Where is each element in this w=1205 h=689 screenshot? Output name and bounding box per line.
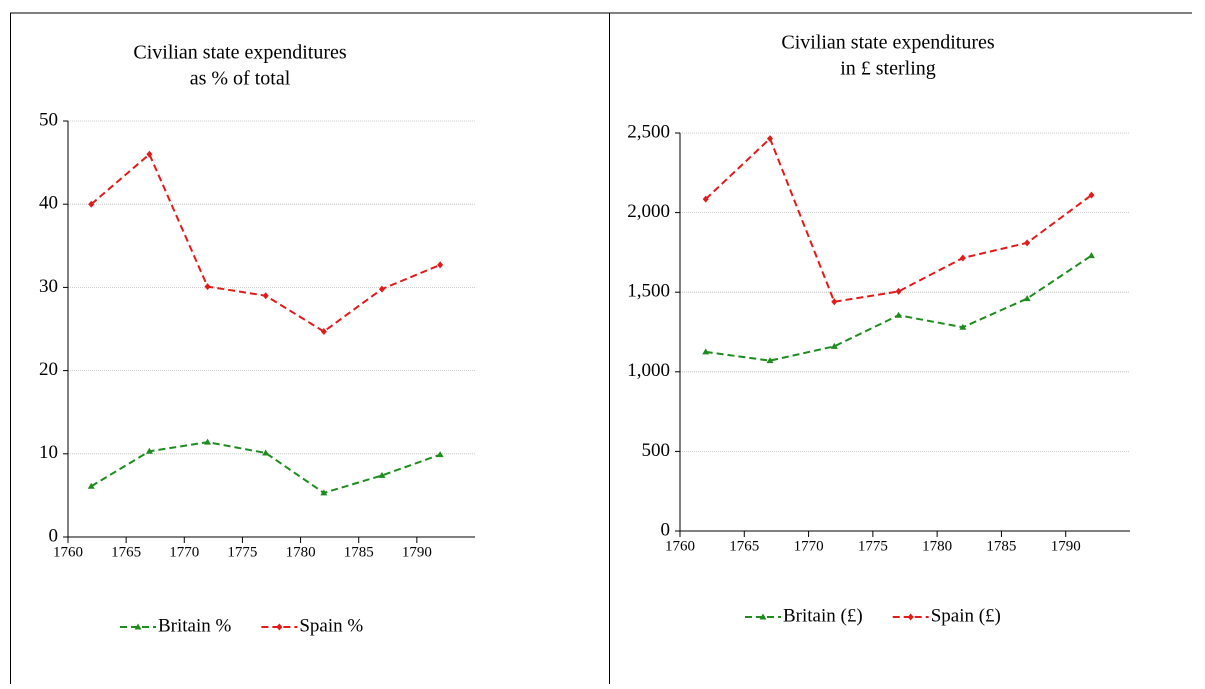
x-tick-label: 1780 [922, 538, 952, 554]
x-tick-label: 1785 [344, 544, 374, 560]
y-tick-label: 50 [39, 109, 58, 130]
x-tick-label: 1760 [53, 544, 83, 560]
x-tick-label: 1765 [111, 544, 141, 560]
x-tick-label: 1775 [858, 538, 888, 554]
x-tick-label: 1790 [402, 544, 432, 560]
marker [759, 613, 767, 620]
legend-label: Spain (£) [931, 605, 1001, 626]
series-line [90, 152, 441, 333]
marker [320, 327, 327, 335]
marker [1087, 252, 1095, 259]
marker [830, 342, 838, 349]
chart-title: as % of total [190, 68, 291, 90]
x-tick-label: 1760 [665, 538, 695, 554]
marker [831, 298, 838, 306]
marker [134, 623, 142, 630]
y-tick-label: 2,500 [627, 121, 670, 142]
chart-title: in £ sterling [840, 58, 936, 80]
marker [276, 623, 283, 631]
marker [378, 471, 386, 478]
series-line [705, 136, 1093, 303]
legend-label: Britain % [158, 615, 232, 636]
marker [702, 195, 709, 203]
y-tick-label: 1,000 [627, 360, 670, 381]
marker [702, 348, 710, 355]
x-tick-label: 1785 [986, 538, 1016, 554]
x-tick-label: 1780 [286, 544, 316, 560]
marker [146, 150, 153, 158]
y-tick-label: 20 [39, 359, 58, 380]
marker [436, 451, 444, 458]
series-line [705, 254, 1092, 362]
marker [1023, 295, 1031, 302]
marker [959, 254, 966, 262]
marker [145, 447, 153, 454]
marker [767, 135, 773, 143]
y-tick-label: 2,000 [627, 201, 670, 222]
y-tick-label: 10 [39, 442, 58, 463]
marker [895, 311, 903, 318]
x-tick-label: 1770 [794, 538, 824, 554]
y-tick-label: 0 [661, 519, 671, 540]
marker [959, 323, 967, 330]
chart-title: Civilian state expenditures [133, 42, 346, 64]
x-tick-label: 1765 [729, 538, 759, 554]
marker [378, 285, 385, 293]
marker [204, 283, 211, 291]
legend-label: Spain % [299, 615, 363, 636]
x-tick-label: 1770 [169, 544, 199, 560]
marker [262, 292, 269, 300]
marker [766, 357, 774, 364]
marker [1024, 239, 1031, 247]
y-tick-label: 30 [39, 276, 58, 297]
marker [262, 449, 270, 456]
marker [1088, 191, 1095, 199]
marker [437, 261, 444, 269]
y-tick-label: 40 [39, 193, 58, 214]
marker [87, 482, 95, 489]
legend-label: Britain (£) [783, 605, 863, 626]
marker [320, 489, 328, 496]
y-tick-label: 0 [49, 525, 59, 546]
y-tick-label: 1,500 [627, 281, 670, 302]
marker [88, 200, 95, 208]
y-tick-label: 500 [642, 440, 671, 461]
x-tick-label: 1790 [1051, 538, 1081, 554]
marker [907, 613, 914, 621]
marker [895, 287, 902, 295]
x-tick-label: 1775 [227, 544, 257, 560]
chart-title: Civilian state expenditures [781, 32, 994, 54]
marker [204, 438, 212, 445]
